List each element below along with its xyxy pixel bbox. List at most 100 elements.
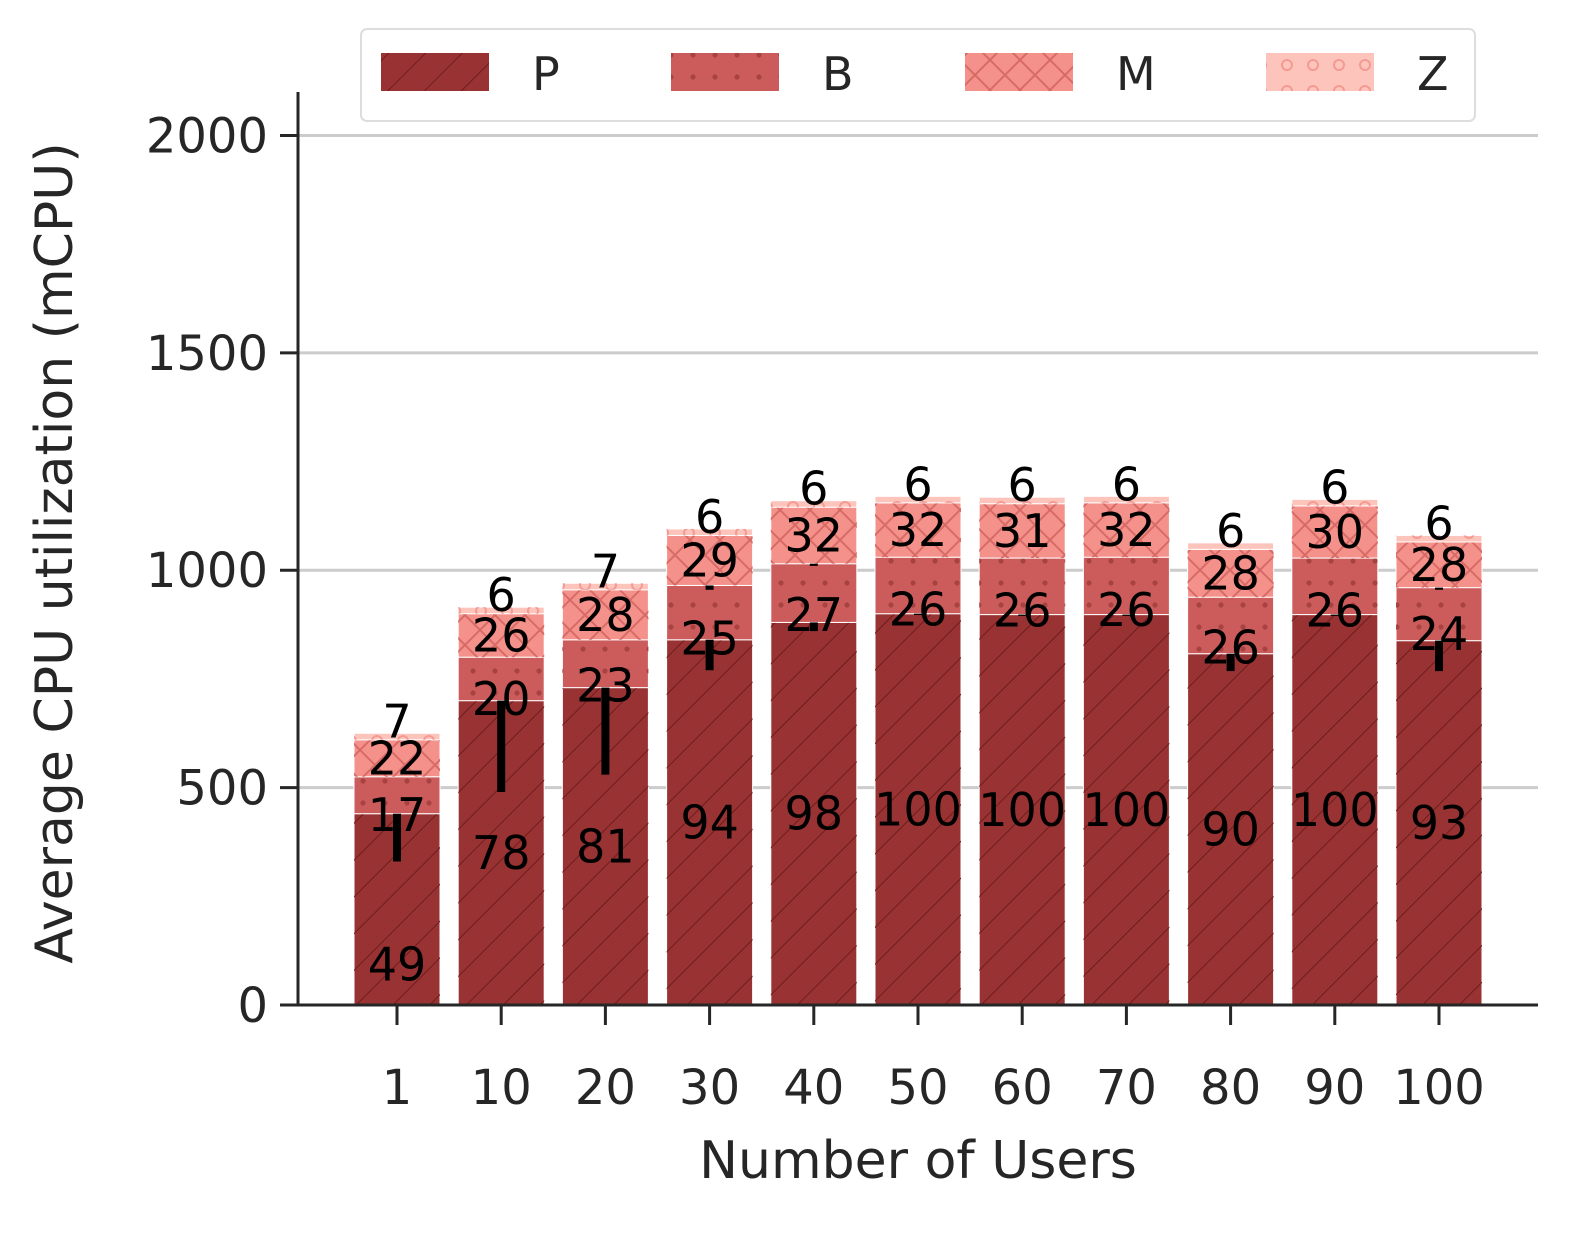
legend-swatch-hatch-z xyxy=(1266,53,1374,91)
x-tick-label: 60 xyxy=(992,1060,1053,1116)
bar-z-hatch xyxy=(666,528,753,536)
bar-label-z: 6 xyxy=(799,462,828,516)
bar-p-hatch xyxy=(1187,653,1274,1005)
bar-b-hatch xyxy=(1083,557,1170,615)
bar-label-z: 7 xyxy=(591,544,620,598)
bar-b-hatch xyxy=(666,585,753,640)
bar-z-hatch xyxy=(979,497,1066,504)
x-tick-label: 20 xyxy=(575,1060,636,1116)
x-tick-label: 80 xyxy=(1200,1060,1261,1116)
bar-p-hatch xyxy=(666,639,753,1005)
x-tick-label: 40 xyxy=(783,1060,844,1116)
bar-z-hatch xyxy=(1396,535,1482,542)
bar-label-b: 26 xyxy=(993,583,1052,637)
legend-label-m: M xyxy=(1116,47,1156,101)
bar-b-hatch xyxy=(354,776,440,814)
bar-m-hatch xyxy=(875,502,961,558)
bar-b-hatch xyxy=(1187,597,1274,654)
x-tick-label: 10 xyxy=(471,1060,532,1116)
bars xyxy=(353,495,1483,1006)
bar-label-b: 26 xyxy=(1097,583,1156,637)
bar-label-b: 26 xyxy=(889,582,948,636)
bar-label-p: 98 xyxy=(785,787,844,841)
bar-m-hatch xyxy=(458,613,545,658)
bar-label-z: 7 xyxy=(382,694,411,748)
y-tick-label: 0 xyxy=(237,978,268,1034)
x-tick-label: 1 xyxy=(382,1060,413,1116)
y-axis-title: Average CPU utilization (mCPU) xyxy=(25,142,85,963)
bar-z-hatch xyxy=(875,496,961,503)
bar-label-b: 20 xyxy=(472,672,531,726)
bar-label-b: 23 xyxy=(576,659,635,713)
x-tick-label: 70 xyxy=(1096,1060,1157,1116)
bar-label-m: 26 xyxy=(472,608,531,662)
bar-label-b: 27 xyxy=(785,588,844,642)
bar-label-b: 26 xyxy=(1201,620,1260,674)
bar-b-hatch xyxy=(875,557,961,614)
bar-z-hatch xyxy=(354,733,440,740)
x-tick-label: 90 xyxy=(1304,1060,1365,1116)
bar-label-m: 29 xyxy=(680,533,739,587)
legend-swatch-hatch-p xyxy=(381,53,489,91)
bar-z-hatch xyxy=(1291,499,1378,506)
bar-label-z: 6 xyxy=(1424,496,1453,550)
bar-label-b: 25 xyxy=(680,612,739,666)
bar-label-z: 6 xyxy=(695,490,724,544)
bar-p-hatch xyxy=(770,622,857,1005)
bar-label-z: 6 xyxy=(1112,457,1141,511)
bar-label-z: 6 xyxy=(1008,458,1037,512)
y-tick-label: 500 xyxy=(176,761,268,817)
bar-value-labels: 4917227782026681232879425296982732610026… xyxy=(368,457,1469,991)
bar-b-hatch xyxy=(458,657,545,701)
bar-label-b: 17 xyxy=(368,788,427,842)
legend-label-z: Z xyxy=(1417,47,1449,101)
bar-p-hatch xyxy=(875,613,961,1005)
x-tick-label: 30 xyxy=(679,1060,740,1116)
bar-label-b: 24 xyxy=(1410,607,1469,661)
bar-label-p: 100 xyxy=(874,782,962,836)
bar-p-hatch xyxy=(979,614,1066,1005)
bar-label-p: 49 xyxy=(368,937,427,991)
legend-label-b: B xyxy=(822,47,854,101)
y-tick-label: 1500 xyxy=(146,326,268,382)
bar-m-hatch xyxy=(666,535,753,586)
bar-label-p: 100 xyxy=(1082,783,1170,837)
bar-m-hatch xyxy=(979,503,1066,559)
bar-label-z: 6 xyxy=(1320,460,1349,514)
error-bars xyxy=(393,563,1443,862)
legend-frame xyxy=(360,28,1476,122)
bar-z-hatch xyxy=(1187,542,1274,550)
bar-label-m: 28 xyxy=(1410,538,1469,592)
bar-label-m: 30 xyxy=(1306,505,1365,559)
bar-m-hatch xyxy=(770,507,857,564)
bar-label-z: 6 xyxy=(487,568,516,622)
bar-m-hatch xyxy=(354,739,440,777)
legend-swatch-hatch-b xyxy=(671,53,779,91)
y-tick-label: 2000 xyxy=(146,108,268,164)
bar-m-hatch xyxy=(1083,502,1170,558)
bar-label-m: 22 xyxy=(368,731,427,785)
bar-label-m: 31 xyxy=(993,504,1052,558)
x-axis-title: Number of Users xyxy=(699,1131,1137,1191)
bar-p-hatch xyxy=(1083,614,1170,1005)
bar-label-p: 81 xyxy=(576,819,635,873)
bar-label-b: 26 xyxy=(1306,583,1365,637)
bar-b-hatch xyxy=(1291,558,1378,615)
y-tick-label: 1000 xyxy=(146,543,268,599)
bar-m-hatch xyxy=(1187,549,1274,598)
bar-label-m: 28 xyxy=(576,588,635,642)
bar-label-p: 94 xyxy=(680,795,739,849)
legend-label-p: P xyxy=(532,47,560,101)
bar-label-m: 32 xyxy=(785,508,844,562)
bar-m-hatch xyxy=(1291,505,1378,559)
bar-label-m: 32 xyxy=(889,503,948,557)
bar-label-m: 32 xyxy=(1097,503,1156,557)
x-tick-label: 50 xyxy=(887,1060,948,1116)
bar-label-p: 100 xyxy=(1291,783,1379,837)
bar-b-hatch xyxy=(1396,587,1482,641)
bar-label-p: 93 xyxy=(1410,796,1469,850)
bar-b-hatch xyxy=(979,558,1066,615)
bar-label-z: 6 xyxy=(1216,504,1245,558)
